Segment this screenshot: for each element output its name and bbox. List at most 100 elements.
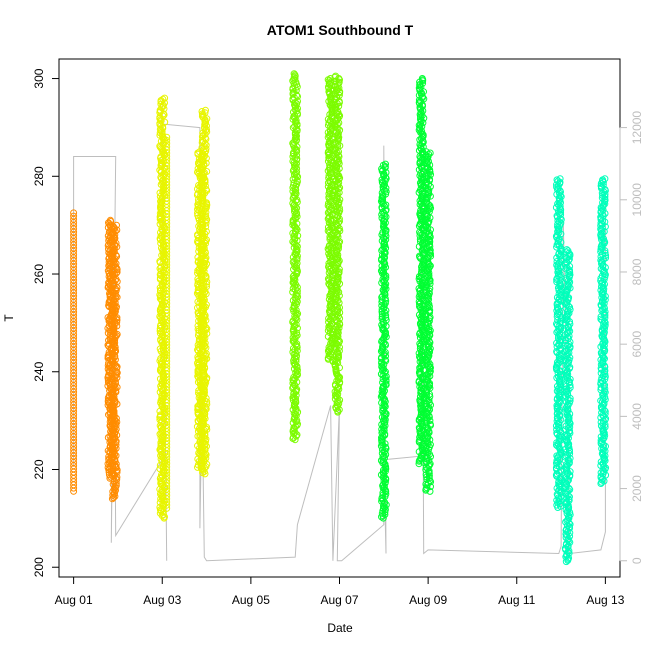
data-point xyxy=(425,315,433,323)
data-point xyxy=(324,76,332,84)
data-point xyxy=(562,426,569,434)
data-point xyxy=(159,493,167,500)
x-tick-label: Aug 05 xyxy=(232,593,270,607)
data-point xyxy=(418,216,426,224)
data-point xyxy=(597,376,605,384)
data-point xyxy=(426,367,434,375)
data-point xyxy=(601,198,608,205)
data-point xyxy=(109,392,117,400)
data-point xyxy=(336,174,344,182)
data-point xyxy=(597,313,605,321)
data-point xyxy=(378,513,385,521)
data-point xyxy=(562,526,570,534)
y-tick-label: 240 xyxy=(32,361,46,381)
data-point xyxy=(597,480,605,487)
data-point xyxy=(156,413,164,421)
data-point xyxy=(426,238,434,246)
data-point xyxy=(553,457,561,465)
series-2 xyxy=(289,70,344,444)
data-point xyxy=(203,236,210,244)
right-tick-label: 12000 xyxy=(630,111,644,145)
data-point xyxy=(426,487,434,495)
data-point xyxy=(556,214,564,222)
x-axis-label: Date xyxy=(327,621,353,635)
data-point xyxy=(199,466,207,474)
data-point xyxy=(289,318,297,326)
data-point xyxy=(293,252,301,260)
data-point xyxy=(426,203,434,211)
data-point xyxy=(201,470,209,478)
data-point xyxy=(426,327,434,335)
data-point xyxy=(562,337,570,345)
data-point xyxy=(335,215,343,223)
data-point xyxy=(562,422,570,430)
data-point xyxy=(158,317,166,325)
chart-title: ATOM1 Southbound T xyxy=(267,22,414,38)
data-point xyxy=(378,497,386,505)
data-point xyxy=(597,274,605,282)
data-point xyxy=(203,423,210,431)
data-point xyxy=(160,514,168,522)
data-point xyxy=(554,504,562,511)
right-tick-label: 0 xyxy=(630,557,644,564)
data-point xyxy=(113,314,121,322)
data-point xyxy=(110,494,117,502)
data-point xyxy=(202,316,210,324)
data-point xyxy=(289,167,297,175)
right-tick-label: 2000 xyxy=(630,475,644,502)
data-point xyxy=(597,246,605,253)
right-tick-label: 6000 xyxy=(630,331,644,358)
data-point xyxy=(382,311,390,319)
data-point xyxy=(566,429,574,437)
data-point xyxy=(553,366,561,373)
data-point xyxy=(201,312,209,319)
data-point xyxy=(566,327,574,335)
data-point xyxy=(422,486,430,494)
y-tick-label: 200 xyxy=(32,557,46,577)
data-point xyxy=(423,481,431,489)
data-point xyxy=(290,275,297,283)
data-point xyxy=(562,506,570,514)
data-point xyxy=(156,284,164,292)
data-point xyxy=(566,447,573,455)
data-point xyxy=(333,331,341,339)
data-point xyxy=(416,303,423,310)
data-point xyxy=(336,184,344,192)
data-point xyxy=(416,433,424,441)
data-point xyxy=(423,411,431,419)
data-point xyxy=(416,429,424,436)
data-point xyxy=(199,172,207,180)
data-point xyxy=(597,243,605,251)
data-point xyxy=(554,182,562,190)
data-point xyxy=(104,374,112,381)
data-point xyxy=(334,408,342,416)
data-point xyxy=(600,430,607,438)
data-point xyxy=(163,504,171,512)
y-tick-label: 260 xyxy=(32,264,46,284)
data-point xyxy=(598,478,606,486)
data-point xyxy=(331,147,339,154)
data-point xyxy=(380,241,388,248)
right-tick-label: 10000 xyxy=(630,183,644,217)
data-point xyxy=(200,453,208,461)
data-point xyxy=(417,113,424,121)
data-point xyxy=(423,324,431,332)
data-point xyxy=(597,361,605,369)
x-tick-label: Aug 11 xyxy=(498,593,535,607)
data-point xyxy=(203,201,211,209)
data-point xyxy=(291,261,298,268)
data-point xyxy=(70,484,78,492)
data-point xyxy=(291,436,299,444)
data-point xyxy=(334,275,342,283)
data-point xyxy=(335,385,343,393)
y-axis: 200 220 240 260 280 300 xyxy=(32,68,60,577)
data-point xyxy=(290,277,298,285)
data-point xyxy=(335,265,343,273)
data-point xyxy=(555,270,563,277)
data-point xyxy=(289,253,297,261)
data-point xyxy=(202,208,210,216)
data-point xyxy=(335,292,343,300)
series-0 xyxy=(70,209,121,503)
x-tick-label: Aug 01 xyxy=(55,593,93,607)
right-axis: 0 2000 4000 6000 8000 10000 12000 xyxy=(619,111,644,564)
